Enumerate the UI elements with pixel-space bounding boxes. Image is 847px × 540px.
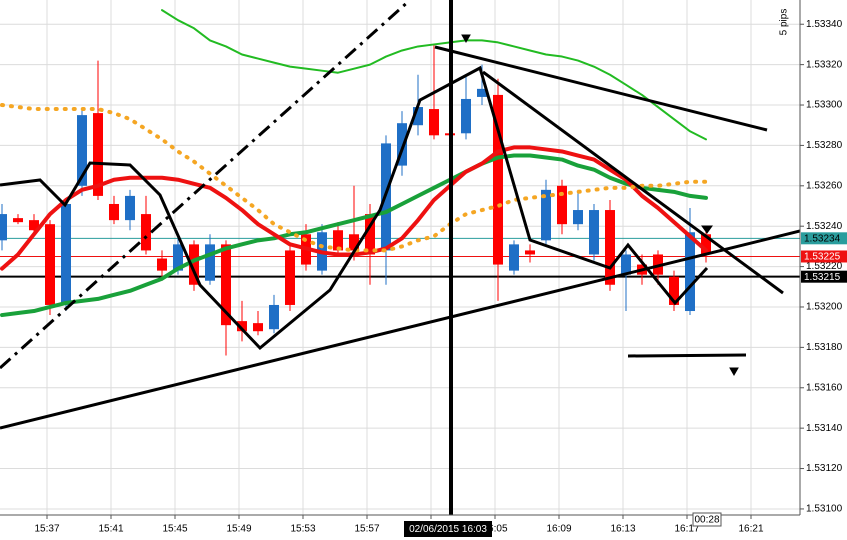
candle-body bbox=[669, 276, 679, 305]
candle-body bbox=[365, 214, 375, 255]
candle-body bbox=[557, 185, 567, 225]
x-tick-label: 15:41 bbox=[98, 524, 123, 535]
x-tick-label: 15:49 bbox=[226, 524, 251, 535]
y-tick-label: 1.53120 bbox=[806, 463, 843, 474]
x-tick-label: 16:09 bbox=[546, 524, 571, 535]
candle-body bbox=[253, 323, 263, 332]
candle-body bbox=[621, 254, 631, 275]
candle-body bbox=[349, 234, 359, 251]
candles bbox=[0, 44, 711, 356]
y-tick-label: 1.53260 bbox=[806, 180, 843, 191]
x-tick-label: 15:53 bbox=[290, 524, 315, 535]
indicator-line bbox=[0, 103, 708, 253]
candle-body bbox=[333, 230, 343, 251]
levels bbox=[0, 237, 800, 278]
countdown: 00:28 bbox=[694, 515, 719, 526]
candle-body bbox=[285, 250, 295, 305]
price-level-label: 1.53225 bbox=[804, 252, 841, 263]
crosshair-label: 02/06/2015 16:03 bbox=[409, 524, 487, 535]
crosshair-label-box bbox=[404, 521, 492, 537]
countdown-box bbox=[692, 512, 722, 527]
candle-body bbox=[269, 304, 279, 330]
x-tick-label: 16:13 bbox=[610, 524, 635, 535]
candle-body bbox=[397, 123, 407, 166]
price-level-box bbox=[801, 232, 847, 245]
candle-body bbox=[461, 98, 471, 134]
zigzag bbox=[0, 65, 709, 351]
candle-body bbox=[605, 210, 615, 285]
x-tick-label: 15:37 bbox=[34, 524, 59, 535]
y-tick-label: 1.53300 bbox=[806, 100, 843, 111]
indicator-line bbox=[0, 145, 708, 271]
plot-area bbox=[0, 0, 800, 515]
price-level-box bbox=[801, 250, 847, 263]
x-tick-label: 15:45 bbox=[162, 524, 187, 535]
y-tick-label: 1.53320 bbox=[806, 59, 843, 70]
y-tick-label: 1.53340 bbox=[806, 19, 843, 30]
indicator-lines bbox=[0, 9, 708, 318]
candle-body bbox=[509, 244, 519, 271]
grid bbox=[0, 0, 800, 515]
candle-body bbox=[573, 210, 583, 225]
candle-body bbox=[61, 203, 71, 305]
candle-body bbox=[221, 244, 231, 326]
x-tick-label: 16:05 bbox=[482, 524, 507, 535]
y-tick-label: 1.53200 bbox=[806, 302, 843, 313]
scale-note: 5 pips bbox=[779, 9, 790, 36]
candle-body bbox=[141, 214, 151, 251]
y-tick-label: 1.53240 bbox=[806, 221, 843, 232]
trend-line bbox=[0, 229, 800, 430]
price-level-box bbox=[801, 270, 847, 283]
trend-line bbox=[0, 0, 412, 370]
candle-body bbox=[685, 232, 695, 312]
drawings bbox=[0, 0, 800, 515]
arrow-marker bbox=[461, 34, 739, 377]
y-tick-label: 1.53180 bbox=[806, 342, 843, 353]
y-tick-label: 1.53140 bbox=[806, 423, 843, 434]
candle-body bbox=[157, 258, 167, 271]
candle-body bbox=[525, 250, 535, 255]
candle-body bbox=[45, 224, 55, 305]
candle-body bbox=[413, 107, 423, 126]
candle-body bbox=[237, 321, 247, 332]
candle-body bbox=[13, 218, 23, 223]
price-level-label: 1.53234 bbox=[804, 233, 841, 244]
candle-body bbox=[93, 113, 103, 196]
trend-line bbox=[434, 45, 768, 132]
indicator-line bbox=[0, 153, 708, 318]
y-tick-label: 1.53220 bbox=[806, 261, 843, 272]
candle-body bbox=[701, 234, 711, 255]
candle-body bbox=[429, 109, 439, 136]
candle-body bbox=[0, 214, 7, 241]
candle-body bbox=[477, 88, 487, 97]
candle-body bbox=[173, 244, 183, 271]
candle-body bbox=[77, 115, 87, 186]
trend-line bbox=[627, 353, 747, 358]
trend-line bbox=[482, 70, 784, 295]
candle-body bbox=[29, 220, 39, 231]
candle-body bbox=[125, 195, 135, 221]
price-level-label: 1.53215 bbox=[804, 272, 841, 283]
axes: 1.53100 1.53120 1.53140 1.53160 1.53180 1.532… bbox=[34, 19, 847, 535]
y-tick-label: 1.53100 bbox=[806, 504, 843, 515]
x-tick-label: 15:57 bbox=[354, 524, 379, 535]
candle-body bbox=[541, 189, 551, 241]
candle-body bbox=[493, 94, 503, 265]
x-tick-label: 16:21 bbox=[738, 524, 763, 535]
y-tick-label: 1.53160 bbox=[806, 382, 843, 393]
candle-body bbox=[189, 244, 199, 285]
indicator-line bbox=[161, 9, 707, 141]
x-tick-label: 16:17 bbox=[674, 524, 699, 535]
candle-body bbox=[205, 244, 215, 281]
candle-body bbox=[589, 210, 599, 255]
y-tick-label: 1.53280 bbox=[806, 140, 843, 151]
candle-body bbox=[109, 203, 119, 221]
